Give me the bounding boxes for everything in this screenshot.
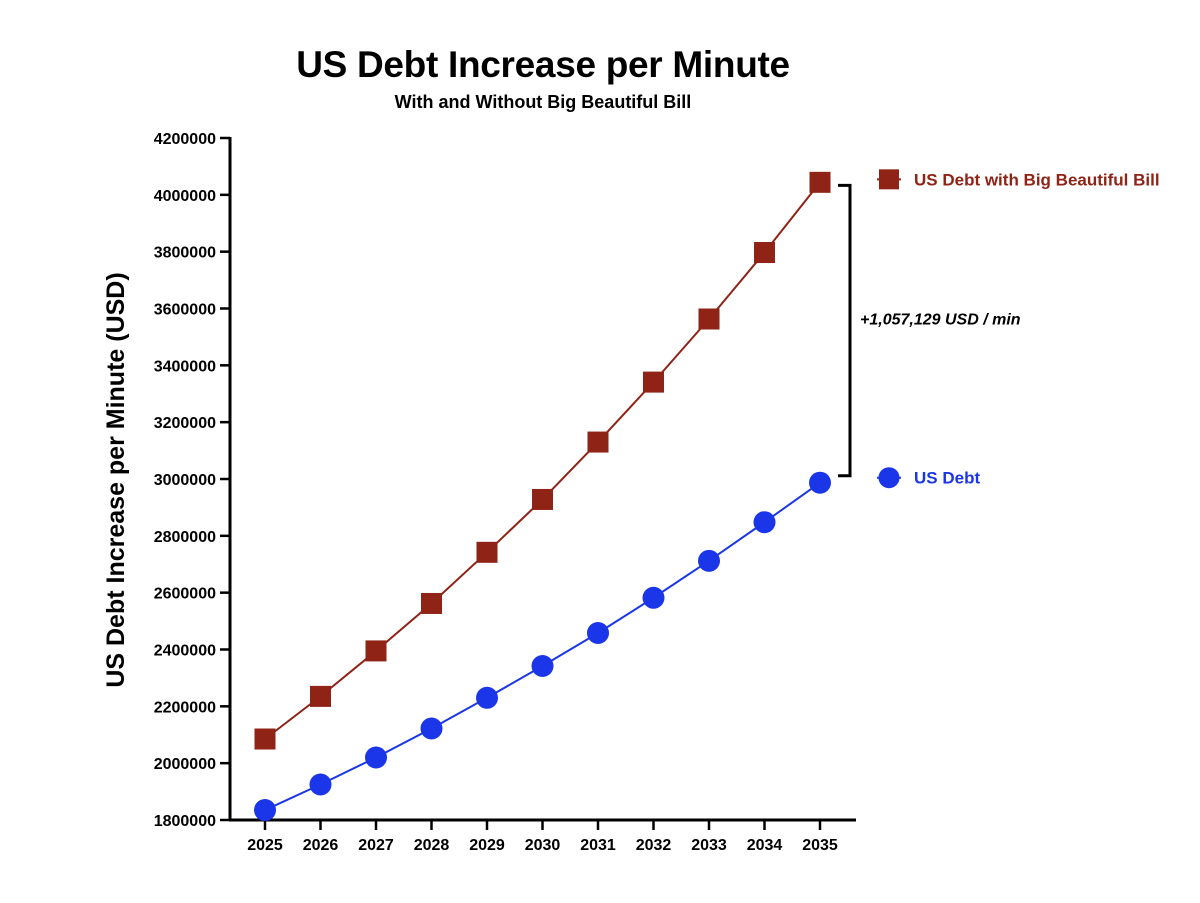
y-tick-label: 3600000 <box>154 302 216 319</box>
data-point-circle <box>698 549 720 572</box>
y-tick-label: 1800000 <box>154 813 216 830</box>
series-2 <box>254 471 831 822</box>
x-tick-label: 2025 <box>247 837 283 854</box>
legend-label: US Debt with Big Beautiful Bill <box>914 170 1160 189</box>
data-point-square <box>476 541 498 563</box>
legend-label: US Debt <box>914 469 980 488</box>
legend-marker-circle <box>878 467 900 489</box>
y-tick-label: 2800000 <box>154 529 216 546</box>
y-tick-label: 4000000 <box>154 188 216 205</box>
x-tick-label: 2030 <box>525 837 561 854</box>
chart-subtitle: With and Without Big Beautiful Bill <box>394 92 692 112</box>
data-point-circle <box>753 511 776 534</box>
x-tick-label: 2029 <box>469 837 505 854</box>
data-point-circle <box>365 746 387 769</box>
data-point-square <box>365 640 387 662</box>
data-point-square <box>809 171 831 193</box>
data-point-circle <box>642 586 665 609</box>
y-tick-label: 2000000 <box>154 756 216 773</box>
data-point-circle <box>309 773 332 796</box>
x-tick-label: 2035 <box>802 837 838 854</box>
data-point-circle <box>809 471 831 494</box>
data-point-square <box>698 308 720 330</box>
x-tick-label: 2026 <box>303 837 339 854</box>
data-point-circle <box>476 686 498 709</box>
y-tick-label: 3200000 <box>154 415 216 432</box>
y-tick-label: 2400000 <box>154 643 216 660</box>
y-tick-label: 3000000 <box>154 472 216 489</box>
difference-bracket <box>838 183 852 478</box>
y-tick-label: 4200000 <box>154 131 216 148</box>
data-point-circle <box>420 717 443 740</box>
data-point-square <box>421 592 442 614</box>
data-point-square <box>310 685 331 707</box>
data-point-square <box>643 371 664 393</box>
data-point-square <box>587 431 609 453</box>
x-tick-label: 2031 <box>580 837 616 854</box>
x-tick-label: 2027 <box>358 837 394 854</box>
y-tick-label: 2600000 <box>154 586 216 603</box>
data-point-circle <box>254 799 276 822</box>
series-line <box>264 481 821 811</box>
data-point-square <box>254 728 276 750</box>
data-point-square <box>532 488 553 510</box>
series-1 <box>254 171 831 750</box>
data-point-circle <box>587 622 609 645</box>
data-point-circle <box>531 654 554 677</box>
x-tick-label: 2034 <box>747 837 783 854</box>
legend-marker-square <box>879 169 899 190</box>
difference-annotation: +1,057,129 USD / min <box>860 312 1021 329</box>
x-tick-label: 2032 <box>636 837 672 854</box>
y-tick-label: 3800000 <box>154 245 216 262</box>
y-axis-label: US Debt Increase per Minute (USD) <box>102 272 130 687</box>
data-point-square <box>754 242 775 264</box>
y-tick-label: 3400000 <box>154 358 216 375</box>
x-tick-label: 2028 <box>414 837 450 854</box>
chart-title: US Debt Increase per Minute <box>296 44 790 85</box>
x-tick-label: 2033 <box>691 837 727 854</box>
y-tick-label: 2200000 <box>154 699 216 716</box>
